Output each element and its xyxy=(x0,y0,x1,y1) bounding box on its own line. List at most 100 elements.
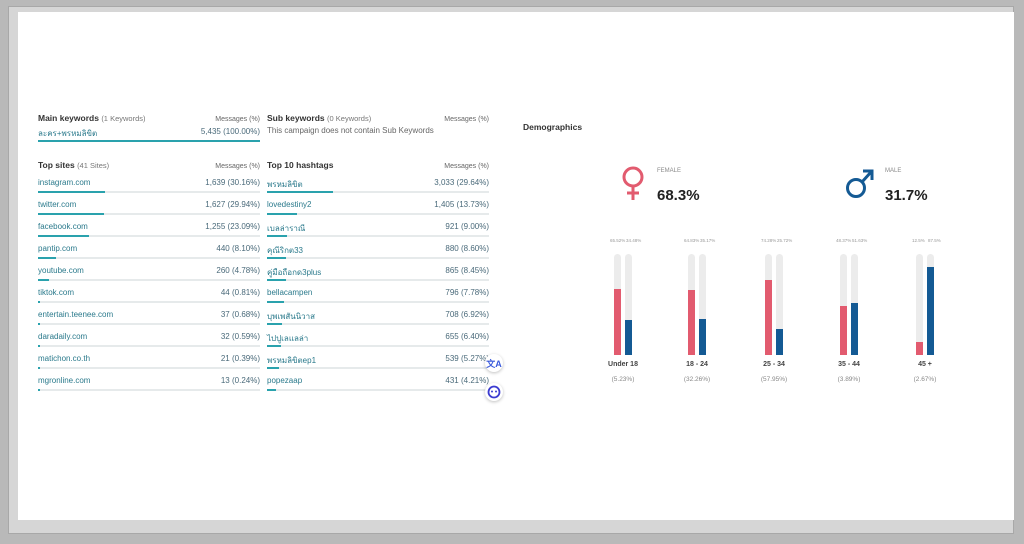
site-row: matichon.co.th 21 (0.39%) xyxy=(38,352,260,374)
hashtag-label[interactable]: lovedestiny2 xyxy=(267,200,312,209)
hashtag-label[interactable]: คู่มือถือกด3plus xyxy=(267,268,322,277)
site-label[interactable]: daradaily.com xyxy=(38,332,88,341)
site-row: youtube.com 260 (4.78%) xyxy=(38,264,260,286)
age-group-share: (32.26%) xyxy=(683,376,711,383)
site-bar-track xyxy=(38,213,260,215)
hashtag-bar-track xyxy=(267,367,489,369)
hashtag-bar-fill xyxy=(267,367,279,369)
hashtag-label[interactable]: bellacampen xyxy=(267,288,313,297)
site-label[interactable]: youtube.com xyxy=(38,266,84,275)
hashtag-bar-track xyxy=(267,345,489,347)
main-keyword-value: 5,435 (100.00%) xyxy=(200,127,260,136)
site-label[interactable]: tiktok.com xyxy=(38,288,75,297)
hashtag-value: 796 (7.78%) xyxy=(445,288,489,297)
site-label[interactable]: pantip.com xyxy=(38,244,78,253)
site-bar-fill xyxy=(38,301,41,303)
hashtag-row: คุณีริกต33 880 (8.60%) xyxy=(267,242,489,264)
hashtag-bar-fill xyxy=(267,279,286,281)
site-row: mgronline.com 13 (0.24%) xyxy=(38,374,260,396)
site-label[interactable]: twitter.com xyxy=(38,200,77,209)
hashtag-row: lovedestiny2 1,405 (13.73%) xyxy=(267,198,489,220)
female-pct-label: 65.52% xyxy=(610,238,626,243)
main-keywords-section: Main keywords (1 Keywords) Messages (%) … xyxy=(38,113,260,147)
translate-icon: 文A xyxy=(486,358,502,369)
site-label[interactable]: matichon.co.th xyxy=(38,354,91,363)
site-bar-fill xyxy=(38,345,41,347)
hashtag-bar-track xyxy=(267,279,489,281)
main-keywords-title: Main keywords (1 Keywords) xyxy=(38,113,146,123)
site-value: 1,639 (30.16%) xyxy=(205,178,260,187)
hashtag-value: 3,033 (29.64%) xyxy=(434,178,489,187)
female-bar xyxy=(688,290,695,355)
male-percent: 31.7% xyxy=(885,187,928,204)
male-bar-track xyxy=(699,254,706,355)
hashtag-row: บุพเพสันนิวาส 708 (6.92%) xyxy=(267,308,489,330)
male-symbol-icon xyxy=(846,169,874,198)
age-group-share: (2.67%) xyxy=(913,376,937,383)
site-value: 1,627 (29.94%) xyxy=(205,200,260,209)
site-label[interactable]: facebook.com xyxy=(38,222,88,231)
site-bar-fill xyxy=(38,213,105,215)
top-sites-title: Top sites (41 Sites) xyxy=(38,160,110,170)
female-bar xyxy=(840,306,847,355)
hashtag-label[interactable]: คุณีริกต33 xyxy=(267,246,304,255)
hashtag-bar-track xyxy=(267,213,489,215)
site-label[interactable]: entertain.teenee.com xyxy=(38,310,114,319)
sub-keywords-note: This campaign does not contain Sub Keywo… xyxy=(267,126,434,135)
hashtag-bar-track xyxy=(267,323,489,325)
site-bar-track xyxy=(38,389,260,391)
hashtag-label[interactable]: เบลล่าราณี xyxy=(267,224,306,233)
assistant-button[interactable] xyxy=(485,383,503,401)
female-percent: 68.3% xyxy=(657,187,700,204)
site-value: 440 (8.10%) xyxy=(216,244,260,253)
male-bar-track xyxy=(625,254,632,355)
hashtag-label[interactable]: บุพเพสันนิวาส xyxy=(267,312,316,321)
hashtag-label[interactable]: พรหมลิขิต xyxy=(267,180,303,189)
hashtag-bar-fill xyxy=(267,257,287,259)
hashtag-value: 1,405 (13.73%) xyxy=(434,200,489,209)
site-label[interactable]: mgronline.com xyxy=(38,376,91,385)
hashtag-value: 880 (8.60%) xyxy=(445,244,489,253)
hashtag-bar-fill xyxy=(267,301,285,303)
female-bar-track xyxy=(840,254,847,355)
site-row: entertain.teenee.com 37 (0.68%) xyxy=(38,308,260,330)
hashtag-row: เบลล่าราณี 921 (9.00%) xyxy=(267,220,489,242)
main-keyword-row: ละคร+พรหมลิขิต 5,435 (100.00%) xyxy=(38,125,260,147)
top-hashtags-section: Top 10 hashtags Messages (%) พรหมลิขิต 3,… xyxy=(267,160,489,396)
main-keywords-list: ละคร+พรหมลิขิต 5,435 (100.00%) xyxy=(38,125,260,147)
age-group-label: 35 - 44 xyxy=(838,361,860,368)
site-bar-fill xyxy=(38,279,49,281)
hashtag-bar-fill xyxy=(267,213,298,215)
hashtag-label[interactable]: ไปปูเลแลล่า xyxy=(267,334,309,343)
site-value: 1,255 (23.09%) xyxy=(205,222,260,231)
top-sites-list: instagram.com 1,639 (30.16%) twitter.com 1,… xyxy=(38,176,260,396)
male-bar-track xyxy=(776,254,783,355)
hashtag-value: 921 (9.00%) xyxy=(445,222,489,231)
main-keyword-label[interactable]: ละคร+พรหมลิขิต xyxy=(38,129,98,138)
site-value: 44 (0.81%) xyxy=(220,288,260,297)
hashtag-label[interactable]: popezaap xyxy=(267,376,303,385)
male-pct-label: 35.17% xyxy=(700,238,716,243)
site-label[interactable]: instagram.com xyxy=(38,178,91,187)
sub-keywords-title: Sub keywords (0 Keywords) xyxy=(267,113,372,123)
site-bar-fill xyxy=(38,323,41,325)
site-value: 260 (4.78%) xyxy=(216,266,260,275)
assistant-face-icon xyxy=(487,385,501,399)
translate-button[interactable]: 文A xyxy=(485,354,503,372)
age-group-share: (5.23%) xyxy=(611,376,635,383)
age-group-label: 45 + xyxy=(918,361,932,368)
top-sites-section: Top sites (41 Sites) Messages (%) instag… xyxy=(38,160,260,396)
site-bar-track xyxy=(38,257,260,259)
site-bar-track xyxy=(38,345,260,347)
site-value: 13 (0.24%) xyxy=(220,376,260,385)
hashtag-bar-fill xyxy=(267,389,277,391)
hashtag-label[interactable]: พรหมลิขิตep1 xyxy=(267,356,317,365)
site-value: 21 (0.39%) xyxy=(220,354,260,363)
site-bar-fill xyxy=(38,389,41,391)
male-label: MALE xyxy=(885,168,902,174)
hashtag-bar-track xyxy=(267,235,489,237)
site-row: tiktok.com 44 (0.81%) xyxy=(38,286,260,308)
top-hashtags-title: Top 10 hashtags xyxy=(267,160,334,170)
site-row: twitter.com 1,627 (29.94%) xyxy=(38,198,260,220)
